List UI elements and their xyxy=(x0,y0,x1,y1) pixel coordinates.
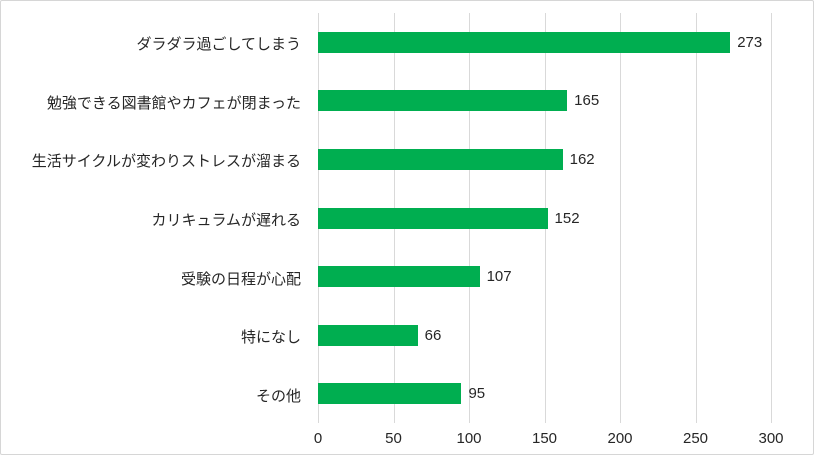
category-label-3: カリキュラムが遅れる xyxy=(151,212,301,229)
bar-1[interactable] xyxy=(318,90,568,112)
category-axis: ダラダラ過ごしてしまう勉強できる図書館やカフェが閉まった生活サイクルが変わりスト… xyxy=(1,13,301,423)
category-label-4: 受験の日程が心配 xyxy=(180,270,301,288)
bar-6[interactable] xyxy=(318,383,462,405)
plot-area: 273 165 162 152 107 66 95 xyxy=(318,13,772,423)
value-label-5: 66 xyxy=(424,326,442,344)
bar-0[interactable] xyxy=(318,31,731,53)
gridline-300 xyxy=(771,13,772,423)
bar-2[interactable] xyxy=(318,148,563,170)
x-tick-label-300: 300 xyxy=(758,430,784,447)
x-tick-label-200: 200 xyxy=(607,430,633,447)
category-label-0: ダラダラ過ごしてしまう xyxy=(136,36,301,54)
bar-5[interactable] xyxy=(318,324,418,346)
x-tick-label-150: 150 xyxy=(531,430,558,447)
gridline-250 xyxy=(695,13,697,423)
category-label-5: 特になし xyxy=(240,329,301,347)
x-tick-label-250: 250 xyxy=(682,430,709,447)
x-tick-label-0: 0 xyxy=(313,430,323,447)
value-label-4: 107 xyxy=(486,268,512,286)
x-tick-label-100: 100 xyxy=(456,430,482,447)
value-label-0: 273 xyxy=(737,33,763,51)
bar-3[interactable] xyxy=(318,207,548,229)
category-label-2: 生活サイクルが変わりストレスが溜まる xyxy=(31,153,301,171)
value-label-3: 152 xyxy=(554,209,580,227)
x-axis: 0 50 100 150 200 250 300 xyxy=(314,427,784,451)
category-label-1: 勉強できる図書館やカフェが閉まった xyxy=(46,94,301,112)
bar-4[interactable] xyxy=(318,266,480,288)
x-tick-label-50: 50 xyxy=(385,430,402,447)
category-label-6: その他 xyxy=(255,387,301,405)
value-label-2: 162 xyxy=(569,150,595,168)
value-label-6: 95 xyxy=(468,385,486,403)
value-label-1: 165 xyxy=(574,92,600,110)
gridline-200 xyxy=(620,13,621,423)
